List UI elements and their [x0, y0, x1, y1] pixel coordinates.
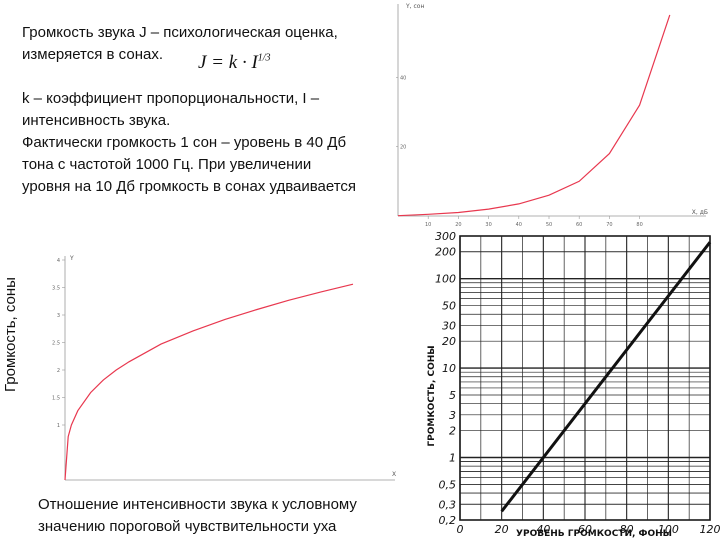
log-y-tick-label: 0,2	[439, 514, 457, 527]
log-y-tick-label: 100	[435, 273, 456, 286]
log-x-tick-label: 80	[620, 523, 634, 536]
log-x-tick-label: 60	[578, 523, 592, 536]
exp-x-axis-label: X, дБ	[692, 209, 708, 216]
formula-exponent: 1/3	[257, 52, 271, 64]
log-y-tick-label: 20	[442, 335, 456, 348]
exp-x-tick-label: 30	[485, 222, 491, 228]
cbrt-y-tick-label: 1.5	[52, 396, 60, 402]
log-y-tick-label: 30	[442, 319, 456, 332]
log-y-axis-label: ГРОМКОСТЬ, СОНЫ	[427, 345, 437, 446]
exp-x-tick-label: 50	[546, 222, 552, 228]
text-line-2: измеряется в сонах.	[22, 46, 163, 63]
exp-x-tick-label: 20	[455, 222, 461, 228]
exp-series-line	[397, 14, 671, 217]
log-series-line	[500, 241, 712, 513]
sone-phon-chart: 0 20 40 60 80 100 120 0,2 0,3 0,5 1 2 3 5 10 20 30 50 100 2…	[427, 230, 720, 539]
log-y-tick-label: 3	[449, 409, 456, 422]
log-y-tick-label: 50	[442, 300, 456, 313]
bottom-text-1: Отношение интенсивности звука к условном…	[38, 494, 357, 516]
exp-y-axis-label: Y, сон	[405, 3, 424, 10]
formula: J = k · I1/3	[198, 52, 271, 74]
log-y-tick-label: 0,3	[439, 498, 457, 511]
left-chart-ylabel: Громкость, соны	[2, 277, 19, 392]
bottom-text-2: значению пороговой чувствительности уха	[38, 516, 337, 538]
cbrt-y-tick-label: 3	[57, 313, 60, 319]
text-para-1: k – коэффициент пропорциональности, I –	[22, 90, 320, 107]
log-x-tick-label: 40	[536, 523, 550, 536]
exp-y-tick-label: 20	[400, 145, 406, 151]
log-y-tick-label: 1	[449, 451, 456, 464]
exp-x-tick-label: 10	[425, 222, 431, 228]
log-y-tick-label: 300	[435, 230, 456, 243]
exp-x-tick-label: 70	[606, 222, 612, 228]
text-para-4: тона с частотой 1000 Гц. При увеличении	[22, 156, 312, 173]
cbrt-x-axis-label: X	[392, 471, 396, 478]
text-para-2: интенсивность звука.	[22, 112, 171, 129]
formula-main: J = k · I	[198, 52, 258, 73]
log-y-tick-label: 0,5	[439, 478, 457, 491]
log-y-tick-label: 2	[449, 425, 456, 438]
log-x-tick-label: 0	[457, 523, 464, 536]
cube-root-chart: 1 1.5 2 2.5 3 3.5 4 X Y	[52, 255, 396, 481]
log-x-tick-label: 100	[658, 523, 679, 536]
cbrt-y-axis-label: Y	[69, 255, 74, 262]
cbrt-y-tick-label: 2	[57, 368, 60, 374]
text-para-5: уровня на 10 Дб громкость в сонах удваив…	[22, 178, 357, 195]
exp-x-tick-label: 60	[576, 222, 582, 228]
log-x-axis-label: УРОВЕНЬ ГРОМКОСТИ, ФОНЫ	[516, 529, 672, 539]
log-x-tick-label: 120	[700, 523, 720, 536]
cbrt-y-tick-label: 1	[57, 423, 60, 429]
log-y-tick-label: 200	[435, 246, 456, 259]
exp-y-tick-label: 40	[400, 75, 406, 81]
cbrt-y-tick-label: 3.5	[52, 286, 60, 292]
exponential-chart: 10 20 30 40 50 60 70 80 20 40 X, дБ Y, сон	[396, 3, 708, 228]
cbrt-series-line	[64, 283, 354, 481]
log-x-tick-label: 20	[495, 523, 509, 536]
cbrt-y-tick-label: 2.5	[52, 341, 60, 347]
cbrt-y-tick-label: 4	[57, 258, 60, 264]
log-y-tick-label: 10	[442, 362, 456, 375]
log-y-tick-label: 5	[449, 389, 456, 402]
text-para-3: Фактически громкость 1 сон – уровень в 4…	[22, 134, 347, 151]
exp-x-tick-label: 40	[516, 222, 522, 228]
text-line-1: Громкость звука J – психологическая оцен…	[22, 24, 338, 41]
exp-x-tick-label: 80	[636, 222, 642, 228]
